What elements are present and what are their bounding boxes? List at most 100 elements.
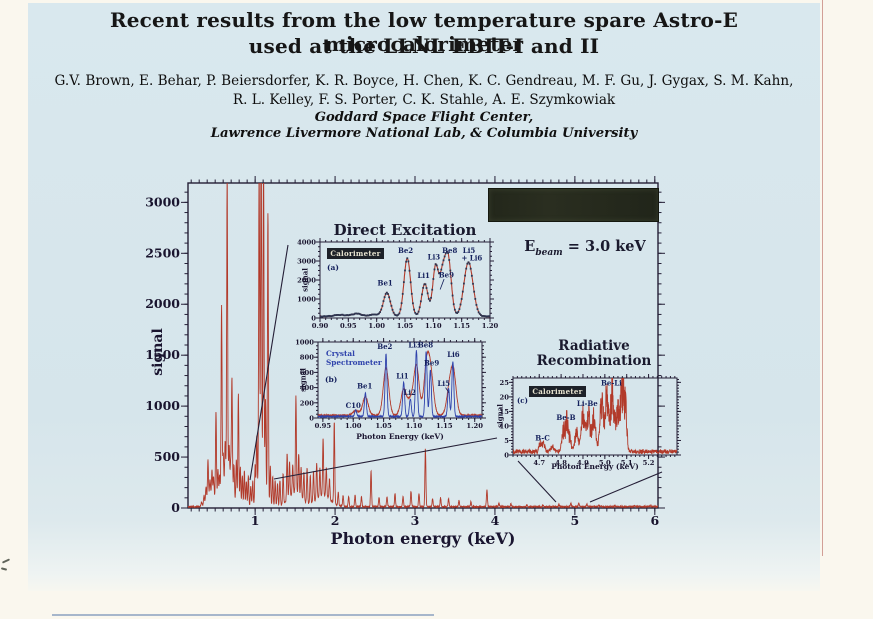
svg-text:800: 800 [300,354,314,362]
radiative-recombination-title-line1: Radiative [558,338,630,354]
scan-edge-blue-line [52,614,434,616]
svg-text:Li3: Li3 [408,340,421,349]
svg-text:Be9: Be9 [424,359,439,368]
svg-text:Li5: Li5 [463,246,476,255]
svg-text:1.00: 1.00 [345,422,362,430]
svg-text:1.15: 1.15 [436,422,453,430]
svg-text:Be2: Be2 [377,342,392,351]
inset-a-calorimeter-plot: 0.90 0.95 1.00 1.05 1.10 1.15 1.20 0 1000 2000 300… [297,238,499,330]
scan-corner-mark [1,558,11,564]
svg-text:Be8: Be8 [418,340,433,349]
authors-line2: R. L. Kelley, F. S. Porter, C. K. Stahle… [232,92,616,108]
inset-b-y-axis-title: signal [298,368,308,392]
inset-c-rr-calorimeter-plot: 4.7 4.8 4.9 5.0 5.1 5.20510152025B-CBe-BLi-Be… [500,374,681,467]
svg-text:5: 5 [571,513,580,528]
slide-title-line2: used at the LLNL EBIT-I and II [248,34,600,58]
main-x-axis-title: Photon energy (keV) [330,529,516,548]
svg-text:Be-Li: Be-Li [601,378,622,387]
svg-text:2000: 2000 [145,296,180,311]
inset-c-panel-tag: (c) [517,396,528,405]
svg-text:Be-B: Be-B [556,413,575,422]
svg-text:1000: 1000 [297,296,316,304]
svg-text:1.20: 1.20 [482,322,499,330]
svg-text:0.90: 0.90 [312,322,329,330]
svg-text:Be2: Be2 [398,246,413,255]
svg-text:5.1: 5.1 [621,459,633,467]
svg-text:1.20: 1.20 [466,422,483,430]
svg-text:600: 600 [300,369,314,377]
svg-text:6: 6 [650,513,659,528]
svg-text:5.0: 5.0 [599,459,611,467]
svg-text:4.9: 4.9 [577,459,589,467]
svg-text:C10: C10 [346,401,361,410]
svg-text:0: 0 [309,415,314,423]
main-y-axis-title: signal [150,328,166,376]
inset-c-legend-box: Calorimeter [529,386,586,397]
direct-excitation-title: Direct Excitation [333,221,477,239]
inset-b-legend: Crystal Spectrometer [326,349,382,367]
svg-text:0.95: 0.95 [315,422,332,430]
svg-text:0: 0 [171,500,180,515]
svg-text:15: 15 [500,408,510,416]
svg-text:2500: 2500 [145,245,180,260]
svg-text:3: 3 [411,513,420,528]
ebeam-subscript: beam [535,247,563,258]
svg-text:Li2: Li2 [403,388,416,397]
inset-c-x-axis-title: Photon Energy (keV) [551,462,639,471]
svg-text:500: 500 [154,449,180,464]
svg-text:Li3: Li3 [428,252,441,261]
svg-text:2000: 2000 [297,277,316,285]
svg-text:0: 0 [311,315,316,323]
svg-text:1.05: 1.05 [397,322,414,330]
svg-text:2: 2 [331,513,340,528]
svg-text:20: 20 [500,393,510,401]
svg-text:1.15: 1.15 [453,322,470,330]
svg-text:1500: 1500 [145,347,180,362]
svg-text:3000: 3000 [297,258,316,266]
svg-text:Be1: Be1 [357,381,372,390]
svg-text:Be8: Be8 [442,246,457,255]
svg-text:1: 1 [251,513,260,528]
inset-c-legend-label: Calorimeter [532,387,583,396]
svg-text:0: 0 [504,452,509,460]
inset-c-y-axis-title: signal [495,404,505,428]
svg-text:400: 400 [300,384,314,392]
inset-a-legend-label: Calorimeter [330,249,381,258]
svg-text:5: 5 [504,437,509,445]
svg-text:Be1: Be1 [378,279,393,288]
inset-b-panel-tag: (b) [325,375,338,384]
svg-text:0.95: 0.95 [340,322,357,330]
svg-text:25: 25 [500,379,510,387]
svg-text:10: 10 [500,422,510,430]
svg-text:1000: 1000 [145,398,180,413]
authors-line1: G.V. Brown, E. Behar, P. Beiersdorfer, K… [54,73,794,89]
dark-photo-banner [488,188,659,222]
affiliation-line2: Lawrence Livermore National Lab, & Colum… [210,126,638,141]
inset-b-x-axis-title: Photon Energy (keV) [356,432,444,441]
scan-corner-mark [0,567,8,571]
svg-text:Li1: Li1 [396,371,409,380]
scan-edge-red-line [822,0,823,556]
svg-text:1.00: 1.00 [368,322,385,330]
radiative-recombination-title-line2: Recombination [536,353,652,369]
inset-b-crystal-plot: 0.95 1.00 1.05 1.10 1.15 1.20 0 200 400 600 800 100… [295,338,486,430]
svg-text:200: 200 [300,399,314,407]
ebeam-symbol: E [524,238,536,255]
ebeam-annotation: Ebeam = 3.0 keV [505,238,665,258]
slide-title-line1: Recent results from the low temperature … [109,8,739,56]
svg-text:1.10: 1.10 [425,322,442,330]
inset-a-legend-box: Calorimeter [327,248,384,259]
svg-text:3000: 3000 [145,194,180,209]
svg-text:Li1: Li1 [417,271,430,280]
svg-text:Be9: Be9 [439,271,454,280]
inset-b-legend-line2: Spectrometer [326,358,382,367]
inset-a-y-axis-title: signal [300,268,310,292]
svg-text:4: 4 [491,513,500,528]
svg-text:4.8: 4.8 [555,459,567,467]
svg-text:1.10: 1.10 [406,422,423,430]
svg-text:Li6: Li6 [447,350,460,359]
ebeam-value: = 3.0 keV [567,238,646,255]
svg-text:Li5: Li5 [438,379,451,388]
